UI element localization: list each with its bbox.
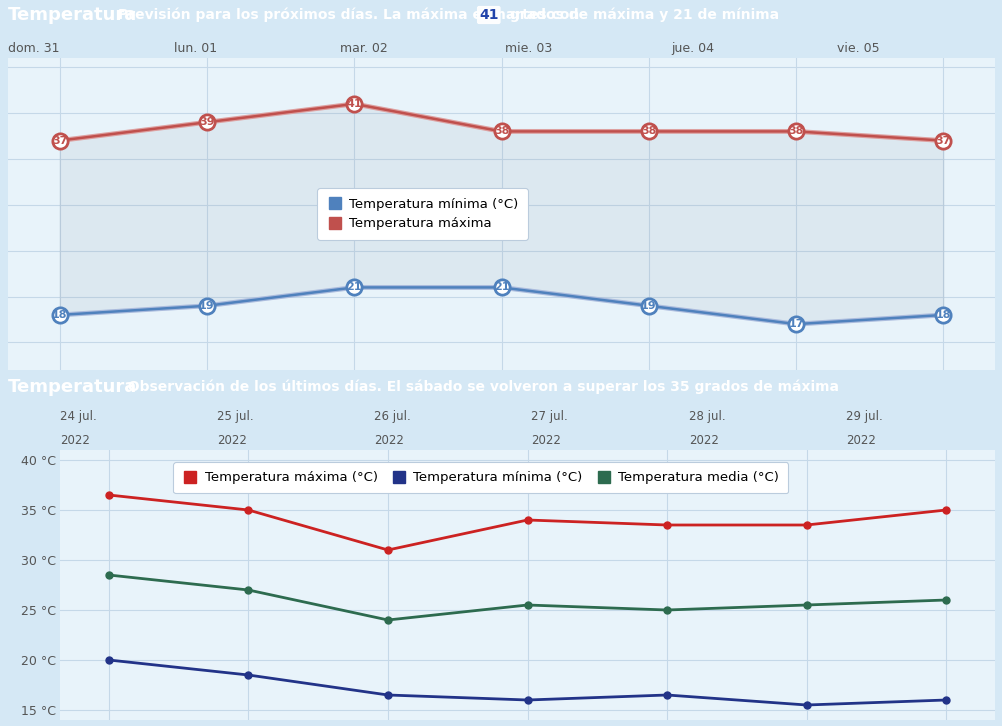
Text: 37: 37 <box>935 136 950 146</box>
Text: 19: 19 <box>640 301 656 311</box>
Text: 2022: 2022 <box>531 434 561 447</box>
Text: 21: 21 <box>346 282 362 293</box>
Text: 17: 17 <box>788 319 803 329</box>
Text: mar. 02: mar. 02 <box>340 41 387 54</box>
Text: 41: 41 <box>346 99 362 109</box>
Text: 2022: 2022 <box>845 434 875 447</box>
Text: grados de máxima y 21 de mínima: grados de máxima y 21 de mínima <box>505 8 779 23</box>
Text: lun. 01: lun. 01 <box>173 41 216 54</box>
Text: mie. 03: mie. 03 <box>505 41 552 54</box>
Text: 37: 37 <box>52 136 67 146</box>
Text: 38: 38 <box>640 126 656 136</box>
Text: Previsión para los próximos días. La máxima el martes con: Previsión para los próximos días. La máx… <box>118 8 584 23</box>
Text: vie. 05: vie. 05 <box>837 41 879 54</box>
Text: 2022: 2022 <box>60 434 90 447</box>
Text: 18: 18 <box>935 310 950 320</box>
Text: jue. 04: jue. 04 <box>670 41 713 54</box>
Text: 2022: 2022 <box>217 434 246 447</box>
Text: 19: 19 <box>198 301 214 311</box>
Text: 41: 41 <box>479 8 498 22</box>
Text: 18: 18 <box>52 310 67 320</box>
Text: Observación de los últimos días. El sábado se volveron a superar los 35 grados d: Observación de los últimos días. El sába… <box>118 380 839 394</box>
Text: 26 jul.: 26 jul. <box>374 410 411 423</box>
Text: dom. 31: dom. 31 <box>8 41 59 54</box>
Text: 38: 38 <box>493 126 509 136</box>
Text: 39: 39 <box>199 117 214 127</box>
Text: 27 jul.: 27 jul. <box>531 410 568 423</box>
Text: 38: 38 <box>788 126 803 136</box>
Legend: Temperatura mínima (°C), Temperatura máxima: Temperatura mínima (°C), Temperatura máx… <box>318 189 527 240</box>
Legend: Temperatura máxima (°C), Temperatura mínima (°C), Temperatura media (°C): Temperatura máxima (°C), Temperatura mín… <box>173 462 788 494</box>
Text: 2022: 2022 <box>374 434 404 447</box>
Text: 24 jul.: 24 jul. <box>60 410 96 423</box>
Text: 2022: 2022 <box>688 434 717 447</box>
Text: 28 jul.: 28 jul. <box>688 410 724 423</box>
Text: 25 jul.: 25 jul. <box>217 410 254 423</box>
Text: Temperatura: Temperatura <box>8 378 137 396</box>
Text: 29 jul.: 29 jul. <box>845 410 882 423</box>
Text: Temperatura: Temperatura <box>8 6 137 24</box>
Text: 21: 21 <box>493 282 509 293</box>
